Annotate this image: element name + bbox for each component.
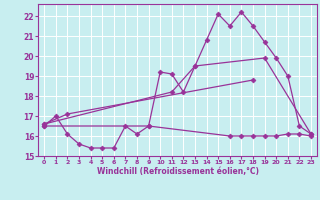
X-axis label: Windchill (Refroidissement éolien,°C): Windchill (Refroidissement éolien,°C) [97, 167, 259, 176]
